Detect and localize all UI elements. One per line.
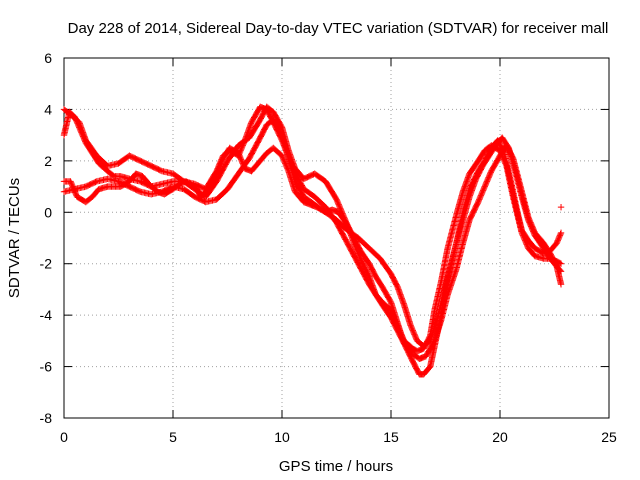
x-axis-label: GPS time / hours	[279, 458, 393, 475]
series-isolated-point	[557, 203, 565, 211]
data-point	[556, 267, 564, 274]
data-point	[557, 230, 564, 238]
y-tick-label: -4	[40, 307, 53, 323]
y-tick-label: -2	[40, 256, 53, 272]
x-tick-label: 10	[274, 429, 290, 445]
y-tick-label: 4	[44, 101, 52, 117]
data-point	[557, 203, 565, 211]
axis-ticks: 0 5 10 15 20 25 -8 -6 -4 -2 0 2 4 6	[40, 50, 617, 445]
plot-frame	[63, 57, 610, 419]
x-tick-label: 0	[60, 429, 68, 445]
data-point	[557, 260, 565, 267]
x-tick-label: 5	[169, 429, 177, 445]
chart-title: Day 228 of 2014, Sidereal Day-to-day VTE…	[68, 20, 609, 37]
data-point	[557, 229, 565, 237]
data-point	[557, 281, 565, 288]
y-tick-label: 2	[44, 153, 52, 169]
x-tick-label: 20	[492, 429, 508, 445]
x-tick-label: 25	[601, 429, 617, 445]
y-tick-label: -8	[40, 410, 53, 426]
y-tick-label: -6	[40, 359, 53, 375]
x-tick-label: 15	[383, 429, 399, 445]
y-axis-label: SDTVAR / TECUs	[6, 178, 23, 298]
y-tick-label: 0	[44, 204, 52, 220]
series-track-4	[60, 116, 565, 350]
y-tick-label: 6	[44, 50, 52, 66]
data-points	[60, 103, 565, 378]
data-point	[557, 268, 565, 275]
